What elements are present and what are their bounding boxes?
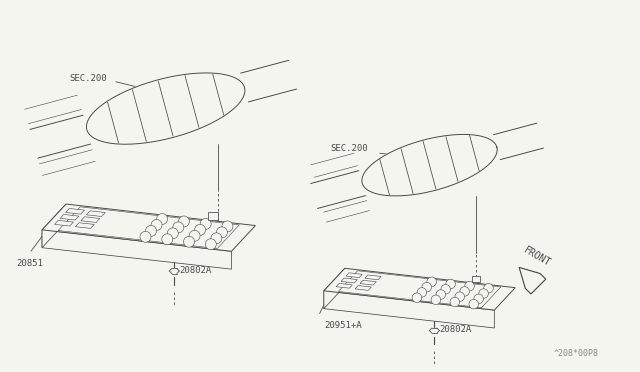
- Text: 20802A: 20802A: [179, 266, 212, 275]
- Polygon shape: [42, 230, 232, 269]
- Circle shape: [216, 227, 227, 238]
- Circle shape: [412, 293, 422, 302]
- Circle shape: [469, 299, 479, 309]
- Polygon shape: [365, 275, 381, 280]
- Polygon shape: [336, 283, 353, 288]
- Circle shape: [450, 297, 460, 307]
- Text: ^208*00P8: ^208*00P8: [554, 349, 599, 358]
- Circle shape: [205, 239, 216, 250]
- Circle shape: [427, 277, 436, 286]
- Circle shape: [211, 233, 222, 244]
- Circle shape: [222, 221, 233, 232]
- Circle shape: [446, 279, 456, 289]
- Circle shape: [179, 216, 189, 227]
- Circle shape: [167, 228, 179, 239]
- Circle shape: [422, 282, 431, 292]
- Polygon shape: [341, 278, 357, 283]
- Circle shape: [479, 289, 488, 298]
- Polygon shape: [76, 223, 94, 228]
- Polygon shape: [86, 73, 245, 144]
- Circle shape: [195, 224, 205, 235]
- Circle shape: [173, 222, 184, 233]
- Text: 20802A: 20802A: [440, 325, 472, 334]
- Circle shape: [140, 231, 151, 242]
- Circle shape: [145, 225, 157, 236]
- Circle shape: [189, 230, 200, 241]
- Polygon shape: [360, 280, 376, 285]
- Text: 20851: 20851: [16, 259, 43, 267]
- Circle shape: [431, 295, 440, 305]
- Polygon shape: [472, 276, 480, 282]
- Polygon shape: [346, 273, 362, 278]
- Circle shape: [474, 294, 483, 304]
- Polygon shape: [208, 212, 218, 220]
- Text: SEC.200: SEC.200: [69, 74, 107, 83]
- Polygon shape: [324, 291, 494, 328]
- Circle shape: [465, 281, 474, 291]
- Polygon shape: [324, 268, 515, 310]
- Polygon shape: [324, 268, 345, 309]
- Polygon shape: [81, 217, 100, 222]
- Circle shape: [455, 292, 465, 301]
- Polygon shape: [60, 214, 79, 220]
- Polygon shape: [86, 211, 106, 217]
- Circle shape: [151, 219, 162, 230]
- Polygon shape: [362, 134, 497, 196]
- Circle shape: [436, 290, 445, 299]
- Circle shape: [484, 283, 493, 293]
- Polygon shape: [42, 204, 255, 251]
- Circle shape: [200, 218, 211, 230]
- Text: 20951+A: 20951+A: [324, 321, 362, 330]
- Circle shape: [157, 214, 168, 224]
- Circle shape: [460, 287, 469, 296]
- Polygon shape: [42, 204, 66, 248]
- Polygon shape: [355, 286, 371, 291]
- Polygon shape: [66, 208, 84, 214]
- Text: SEC.200: SEC.200: [330, 144, 367, 153]
- Polygon shape: [519, 267, 546, 294]
- Text: FRONT: FRONT: [522, 245, 552, 269]
- Circle shape: [417, 288, 427, 297]
- Circle shape: [184, 236, 195, 247]
- Circle shape: [162, 234, 173, 245]
- Circle shape: [441, 285, 451, 294]
- Polygon shape: [54, 220, 74, 226]
